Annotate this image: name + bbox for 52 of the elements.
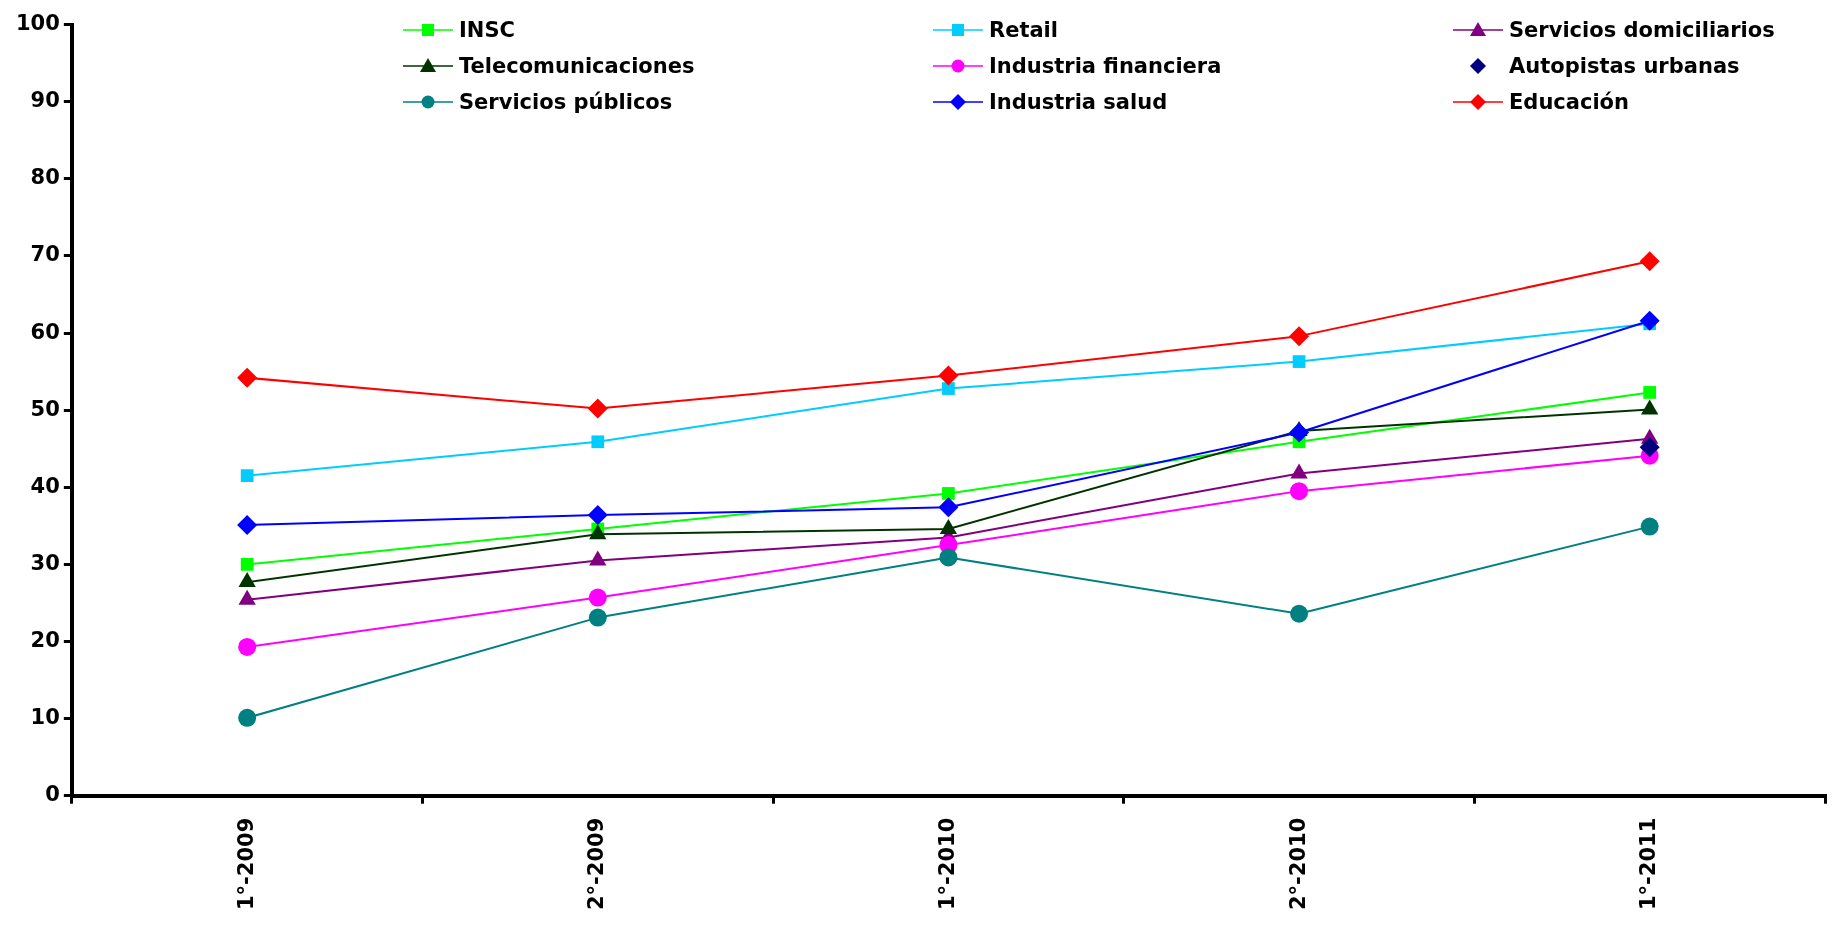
point	[1289, 326, 1310, 347]
x-tick-label: 2°-2010	[1285, 817, 1310, 911]
point	[939, 548, 958, 567]
point	[587, 398, 608, 419]
x-tick-label: 1°-2011	[1636, 817, 1661, 911]
point	[1639, 437, 1660, 458]
point	[942, 487, 955, 500]
y-tick-label: 100	[15, 11, 60, 36]
legend-label: Industria financiera	[989, 54, 1222, 78]
point	[238, 572, 256, 588]
point	[1289, 422, 1310, 443]
y-tick-label: 30	[30, 550, 60, 575]
point	[587, 505, 608, 526]
point	[588, 588, 607, 607]
point	[1290, 604, 1309, 623]
point	[1643, 386, 1657, 399]
point	[1639, 251, 1660, 272]
point	[588, 608, 607, 627]
point	[237, 367, 258, 388]
legend-label: Autopistas urbanas	[1509, 54, 1740, 78]
point	[1639, 310, 1660, 331]
point	[938, 497, 959, 518]
y-tick-label: 70	[30, 242, 60, 267]
y-tick-label: 60	[30, 319, 60, 344]
y-tick-label: 80	[30, 165, 60, 190]
y-tick-label: 0	[45, 782, 60, 807]
x-tick-label: 2°-2009	[584, 817, 609, 911]
legend-label: Industria salud	[989, 90, 1168, 114]
point	[938, 365, 959, 386]
legend-label: Retail	[989, 18, 1059, 42]
point	[591, 435, 605, 449]
legend-label: Educación	[1509, 90, 1629, 114]
x-tick-label: 1°-2009	[233, 817, 258, 911]
legend-label: Telecomunicaciones	[459, 54, 695, 78]
legend-label: INSC	[459, 18, 515, 42]
point	[238, 637, 257, 656]
point	[942, 382, 955, 395]
point	[238, 708, 257, 727]
point	[1292, 355, 1306, 368]
point	[237, 515, 258, 536]
point	[240, 469, 254, 483]
y-tick-label: 90	[30, 88, 60, 113]
x-tick-label: 1°-2010	[934, 817, 959, 911]
legend-label: Servicios domiciliarios	[1509, 18, 1775, 42]
point	[1290, 482, 1309, 501]
point	[240, 558, 254, 571]
point	[1640, 517, 1659, 536]
legend-label: Servicios públicos	[459, 90, 673, 114]
y-tick-label: 10	[30, 705, 60, 730]
y-tick-label: 20	[30, 627, 60, 652]
y-tick-label: 40	[30, 473, 60, 498]
y-tick-label: 50	[30, 396, 60, 421]
